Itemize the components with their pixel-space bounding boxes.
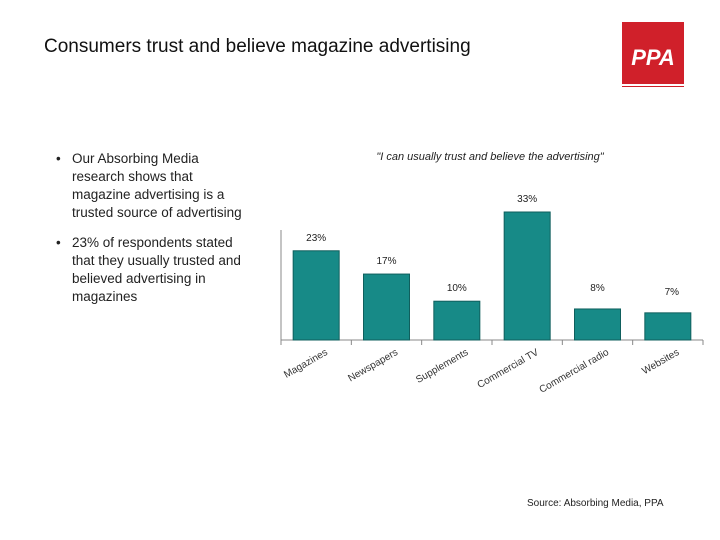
x-tick-label: Websites [640, 347, 681, 377]
ppa-logo: PPA [622, 22, 684, 84]
data-label: 7% [665, 287, 680, 298]
bar-commercial-tv [503, 211, 551, 341]
bar-supplements [433, 300, 481, 341]
bar-magazines [292, 250, 340, 341]
bullet-list: Our Absorbing Media research shows that … [56, 150, 246, 318]
bar-websites [644, 312, 692, 341]
bar-commercial-radio [574, 308, 621, 341]
bullet-item-research: Our Absorbing Media research shows that … [56, 150, 246, 222]
logo-underline [622, 86, 684, 87]
x-tick-label: Commercial radio [538, 347, 612, 396]
x-tick-label: Commercial TV [476, 347, 541, 391]
x-tick-label: Supplements [414, 347, 470, 386]
bar-newspapers [363, 273, 410, 341]
x-tick-label: Magazines [282, 347, 329, 381]
bullet-item-respondents: 23% of respondents stated that they usua… [56, 234, 246, 306]
data-label: 33% [517, 194, 537, 205]
svg-text:PPA: PPA [631, 45, 675, 70]
slide-title: Consumers trust and believe magazine adv… [44, 36, 471, 57]
source-note: Source: Absorbing Media, PPA [527, 498, 664, 509]
data-label: 10% [447, 283, 467, 294]
data-label: 17% [376, 256, 396, 267]
data-label: 8% [590, 283, 605, 294]
chart-title: "I can usually trust and believe the adv… [376, 151, 604, 163]
x-tick-label: Newspapers [346, 347, 400, 384]
data-label: 23% [306, 233, 326, 244]
